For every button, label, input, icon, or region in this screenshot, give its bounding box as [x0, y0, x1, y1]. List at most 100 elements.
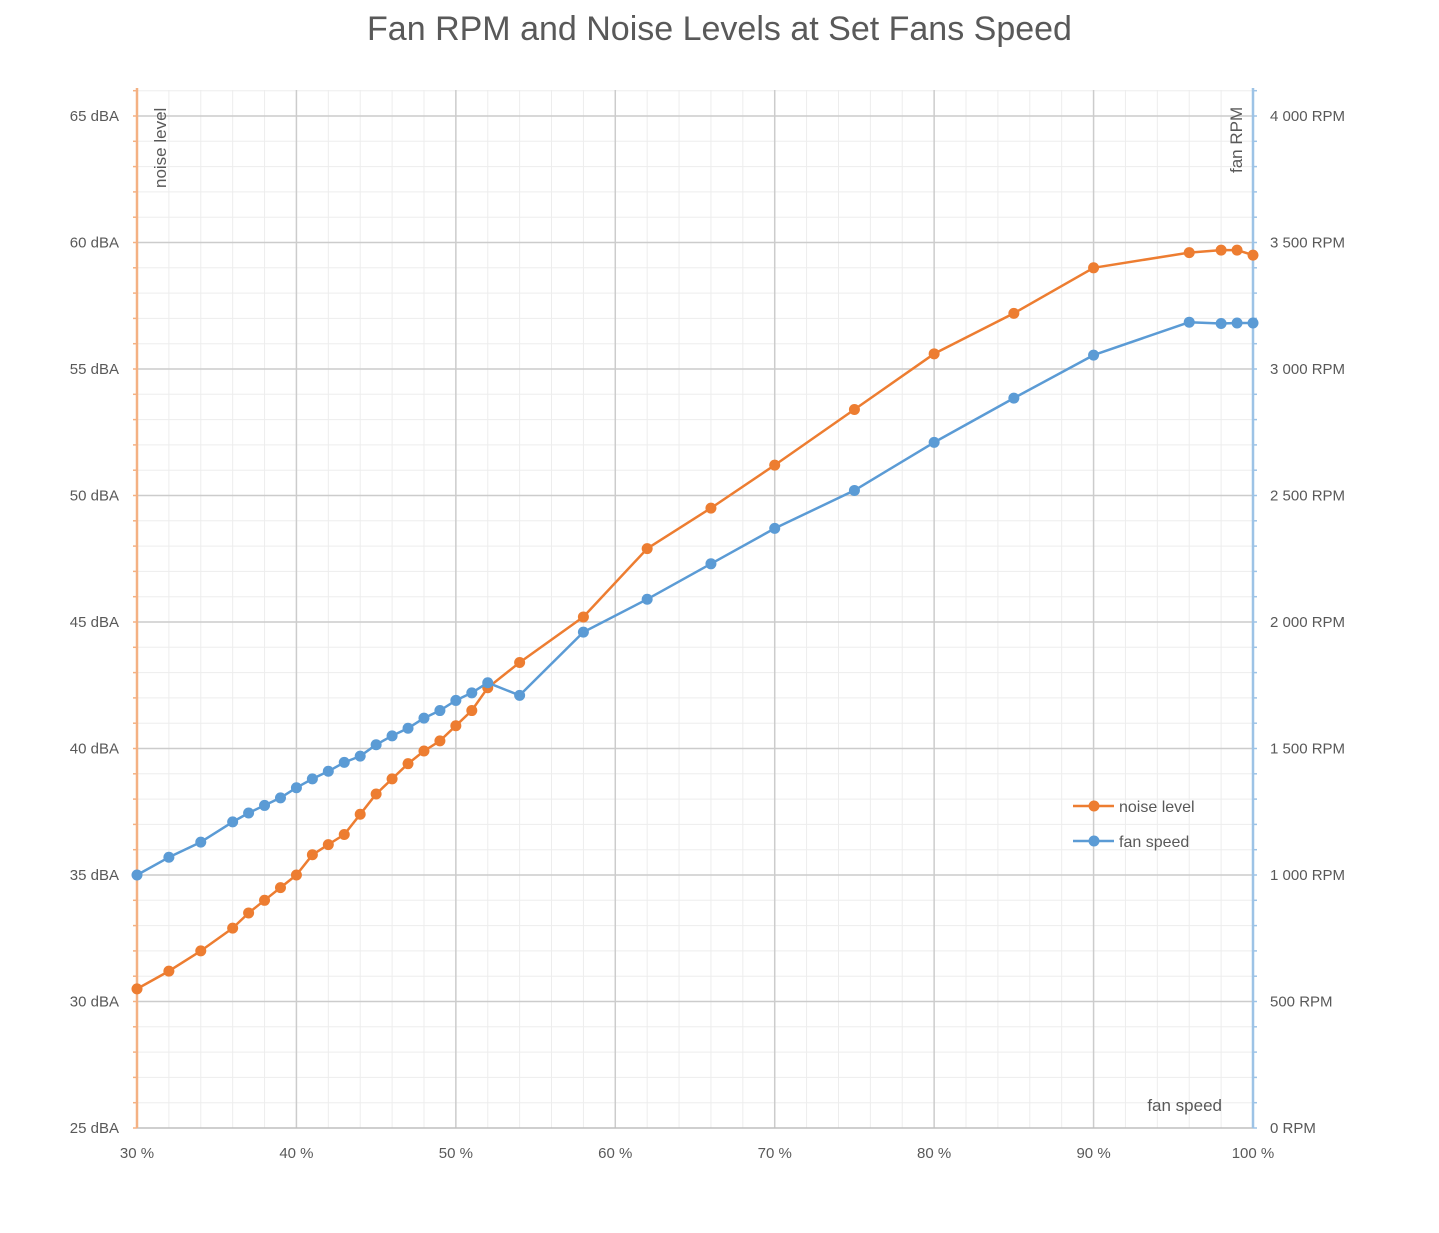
data-point-noise-level: [514, 656, 526, 668]
data-point-fan-speed: [1008, 392, 1020, 404]
data-point-fan-speed: [195, 836, 207, 848]
data-point-fan-speed: [705, 558, 717, 570]
data-point-fan-speed: [338, 756, 350, 768]
legend-label-noise-level: noise level: [1119, 799, 1195, 816]
y-tick-label-left: 45 dBA: [70, 614, 119, 631]
y-tick-label-right: 3 500 RPM: [1270, 235, 1345, 252]
y-tick-label-left: 65 dBA: [70, 108, 119, 125]
data-point-fan-speed: [259, 799, 271, 811]
data-point-noise-level: [641, 543, 653, 555]
x-tick-label: 30 %: [120, 1145, 154, 1162]
y-axis-title-right: fan RPM: [1227, 107, 1246, 173]
data-point-fan-speed: [131, 869, 143, 881]
data-point-fan-speed: [354, 750, 366, 762]
y-tick-label-left: 60 dBA: [70, 235, 119, 252]
y-tick-label-right: 2 500 RPM: [1270, 488, 1345, 505]
data-point-noise-level: [434, 735, 446, 747]
x-tick-label: 50 %: [439, 1145, 473, 1162]
left-axis-ticks: 25 dBA 30 dBA 35 dBA 40 dBA 45 dBA 50 dBA 55 d…: [70, 108, 119, 1137]
data-point-noise-level: [848, 403, 860, 415]
data-point-fan-speed: [370, 739, 382, 751]
axes: [133, 88, 1257, 1129]
data-point-noise-level: [450, 720, 462, 732]
y-tick-label-right: 1 500 RPM: [1270, 741, 1345, 758]
y-tick-label-right: 0 RPM: [1270, 1120, 1316, 1137]
data-point-fan-speed: [1231, 317, 1243, 329]
y-tick-label-right: 500 RPM: [1270, 994, 1333, 1011]
y-tick-label-left: 25 dBA: [70, 1120, 119, 1137]
data-point-noise-level: [928, 348, 940, 360]
series-line-noise-level: [136, 248, 1254, 990]
data-point-noise-level: [370, 788, 382, 800]
data-point-fan-speed: [243, 807, 255, 819]
data-point-noise-level: [466, 705, 478, 717]
data-point-fan-speed: [227, 816, 239, 828]
data-point-noise-level: [259, 894, 271, 906]
data-point-fan-speed: [434, 705, 446, 717]
data-point-fan-speed: [514, 689, 526, 701]
data-point-noise-level: [386, 773, 398, 785]
y-tick-label-left: 40 dBA: [70, 741, 119, 758]
data-point-fan-speed: [322, 765, 334, 777]
y-tick-label-right: 4 000 RPM: [1270, 108, 1345, 125]
legend-label-fan-speed: fan speed: [1119, 834, 1189, 851]
data-point-fan-speed: [386, 730, 398, 742]
data-point-noise-level: [338, 829, 350, 841]
data-point-noise-level: [131, 983, 143, 995]
legend: noise level fan speed: [1073, 799, 1195, 851]
data-point-noise-level: [1088, 262, 1100, 274]
legend-marker-noise-level: [1088, 800, 1100, 812]
data-point-fan-speed: [769, 522, 781, 534]
data-point-noise-level: [769, 459, 781, 471]
right-axis-ticks: 0 RPM 500 RPM 1 000 RPM 1 500 RPM 2 000 RPM 2…: [1270, 108, 1345, 1137]
x-axis-ticks: 30 % 40 % 50 % 60 % 70 % 80 % 90 % 100 %: [120, 1145, 1274, 1162]
data-point-noise-level: [227, 922, 239, 934]
data-point-noise-level: [290, 869, 302, 881]
data-point-noise-level: [402, 758, 414, 770]
y-tick-label-left: 55 dBA: [70, 361, 119, 378]
x-tick-label: 80 %: [917, 1145, 951, 1162]
data-point-fan-speed: [402, 722, 414, 734]
data-point-fan-speed: [450, 694, 462, 706]
data-point-fan-speed: [418, 712, 430, 724]
data-point-noise-level: [1008, 307, 1020, 319]
y-tick-label-right: 2 000 RPM: [1270, 614, 1345, 631]
data-point-noise-level: [354, 808, 366, 820]
x-tick-label: 70 %: [758, 1145, 792, 1162]
data-point-fan-speed: [577, 626, 589, 638]
x-tick-label: 60 %: [598, 1145, 632, 1162]
data-point-noise-level: [577, 611, 589, 623]
y-axis-title-left: noise level: [151, 108, 170, 188]
data-point-fan-speed: [848, 484, 860, 496]
data-point-fan-speed: [306, 773, 318, 785]
data-point-fan-speed: [482, 677, 494, 689]
data-point-noise-level: [322, 839, 334, 851]
data-point-fan-speed: [274, 792, 286, 804]
data-point-noise-level: [1215, 244, 1227, 256]
x-tick-label: 90 %: [1076, 1145, 1110, 1162]
series-group: [131, 244, 1259, 995]
data-point-fan-speed: [1215, 317, 1227, 329]
major-gridlines: [137, 90, 1253, 1128]
data-point-noise-level: [1231, 244, 1243, 256]
y-tick-label-right: 1 000 RPM: [1270, 867, 1345, 884]
x-tick-label: 40 %: [279, 1145, 313, 1162]
legend-marker-fan-speed: [1088, 835, 1100, 847]
data-point-noise-level: [418, 745, 430, 757]
data-point-noise-level: [306, 849, 318, 861]
series-line-fan-speed: [136, 320, 1253, 877]
data-point-noise-level: [195, 945, 207, 957]
data-point-noise-level: [1183, 247, 1195, 259]
data-point-noise-level: [243, 907, 255, 919]
y-tick-label-left: 30 dBA: [70, 994, 119, 1011]
data-point-noise-level: [163, 965, 175, 977]
data-point-fan-speed: [163, 851, 175, 863]
data-point-fan-speed: [290, 782, 302, 794]
data-point-noise-level: [1247, 249, 1259, 261]
x-tick-label: 100 %: [1232, 1145, 1275, 1162]
y-tick-label-left: 35 dBA: [70, 867, 119, 884]
data-point-fan-speed: [928, 436, 940, 448]
minor-gridlines: [137, 90, 1253, 1128]
data-point-fan-speed: [641, 593, 653, 605]
